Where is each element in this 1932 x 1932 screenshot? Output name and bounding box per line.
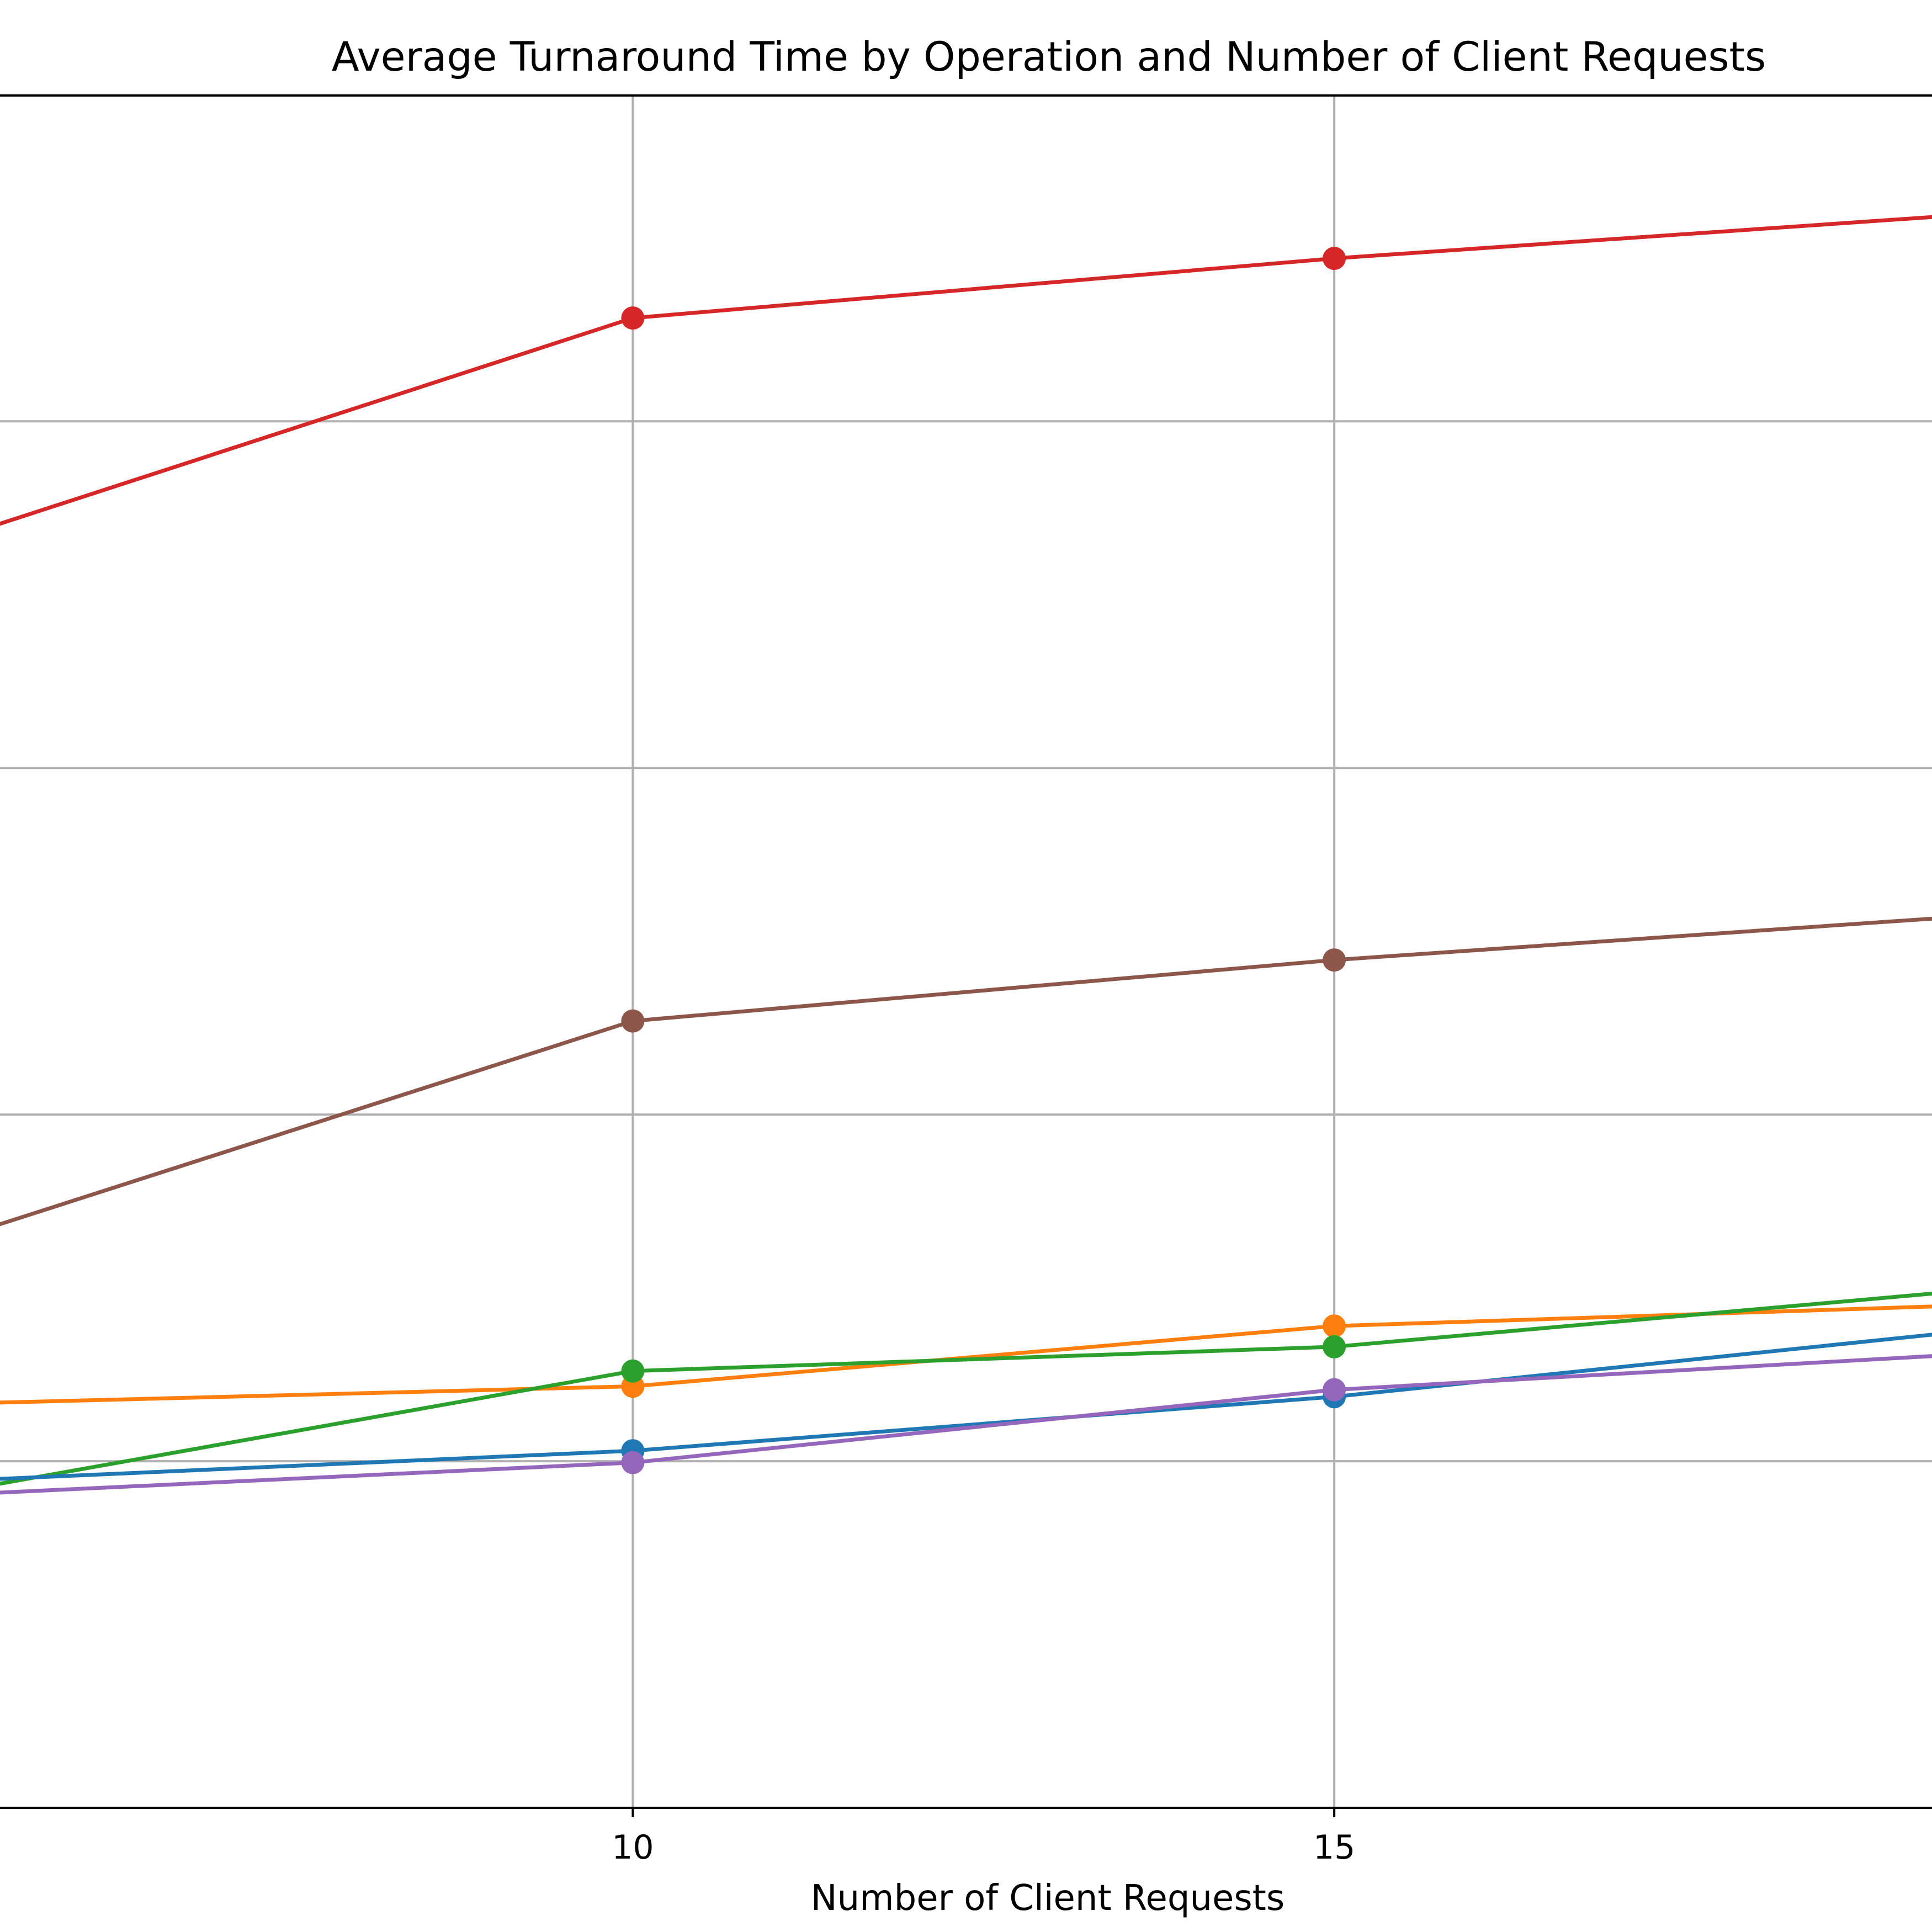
x-axis-label: Number of Client Requests xyxy=(811,1878,1285,1919)
data-point xyxy=(1323,948,1346,972)
series-line xyxy=(0,1291,1932,1486)
series-line xyxy=(0,1333,1932,1481)
series-line xyxy=(0,916,1932,1227)
series-line xyxy=(0,1354,1932,1495)
data-point xyxy=(621,306,645,330)
series-layer xyxy=(0,215,1932,1495)
x-tick-label: 10 xyxy=(612,1828,654,1867)
data-point xyxy=(1323,1314,1346,1338)
grid xyxy=(0,95,1932,1808)
axes xyxy=(0,94,1932,1809)
data-point xyxy=(621,1451,645,1474)
x-ticks: 10 15 xyxy=(612,1808,1355,1867)
x-tick-label: 15 xyxy=(1313,1828,1355,1867)
series-line xyxy=(0,215,1932,526)
data-point xyxy=(1323,1378,1346,1402)
data-point xyxy=(621,1009,645,1033)
data-point xyxy=(621,1359,645,1383)
data-point xyxy=(1323,1335,1346,1358)
data-point xyxy=(1323,247,1346,270)
chart-title: Average Turnaround Time by Operation and… xyxy=(332,34,1766,81)
